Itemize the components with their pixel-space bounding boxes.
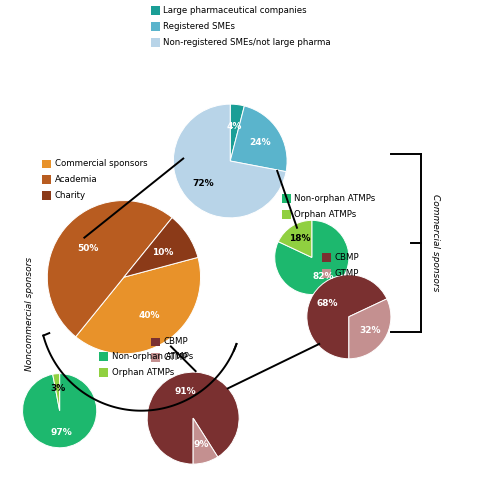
Wedge shape [230, 106, 287, 172]
Wedge shape [307, 274, 387, 359]
Text: Large pharmaceutical companies: Large pharmaceutical companies [164, 6, 307, 15]
Wedge shape [278, 220, 312, 258]
Bar [99, 352, 108, 361]
Bar [42, 160, 51, 168]
Text: 72%: 72% [192, 179, 214, 188]
Text: 82%: 82% [313, 272, 334, 280]
Text: Commercial sponsors: Commercial sponsors [54, 160, 148, 168]
Wedge shape [193, 418, 218, 464]
Bar [151, 6, 160, 15]
Text: Non-orphan ATMPs: Non-orphan ATMPs [112, 352, 193, 362]
Wedge shape [52, 374, 60, 410]
Bar [42, 191, 51, 200]
Wedge shape [22, 374, 97, 448]
Text: 32%: 32% [360, 326, 381, 335]
Text: GTMP: GTMP [164, 354, 188, 362]
Text: Non-orphan ATMPs: Non-orphan ATMPs [294, 194, 376, 203]
Text: 91%: 91% [174, 387, 197, 396]
Text: Registered SMEs: Registered SMEs [164, 22, 236, 31]
Text: CBMP: CBMP [164, 338, 188, 346]
Text: Commercial sponsors: Commercial sponsors [431, 194, 440, 292]
Wedge shape [174, 104, 286, 218]
Bar [151, 38, 160, 47]
Text: Noncommercial sponsors: Noncommercial sponsors [26, 257, 35, 372]
Bar [322, 254, 330, 262]
Bar [151, 354, 160, 362]
Wedge shape [124, 218, 198, 277]
Text: 40%: 40% [138, 312, 160, 320]
Text: 3%: 3% [50, 384, 65, 393]
Text: 9%: 9% [193, 440, 208, 449]
Text: Academia: Academia [54, 176, 98, 184]
Bar [42, 176, 51, 184]
Text: 50%: 50% [78, 244, 99, 253]
Bar [151, 22, 160, 31]
Bar [282, 194, 291, 203]
Bar [282, 210, 291, 219]
Text: 24%: 24% [249, 138, 271, 146]
Wedge shape [48, 200, 172, 337]
Text: 68%: 68% [317, 298, 338, 308]
Text: 18%: 18% [289, 234, 310, 243]
Wedge shape [230, 104, 244, 161]
Text: Orphan ATMPs: Orphan ATMPs [112, 368, 174, 377]
Wedge shape [349, 299, 391, 359]
Text: 4%: 4% [227, 122, 242, 130]
Text: Charity: Charity [54, 191, 86, 200]
Wedge shape [147, 372, 239, 464]
Text: GTMP: GTMP [334, 269, 358, 278]
Bar [151, 338, 160, 346]
Bar [322, 270, 330, 278]
Wedge shape [274, 220, 349, 294]
Text: Non-registered SMEs/not large pharma: Non-registered SMEs/not large pharma [164, 38, 331, 47]
Text: Orphan ATMPs: Orphan ATMPs [294, 210, 357, 219]
Text: 10%: 10% [152, 248, 173, 256]
Text: 97%: 97% [51, 428, 72, 438]
Wedge shape [76, 258, 200, 354]
Text: CBMP: CBMP [334, 254, 358, 262]
Bar [99, 368, 108, 377]
